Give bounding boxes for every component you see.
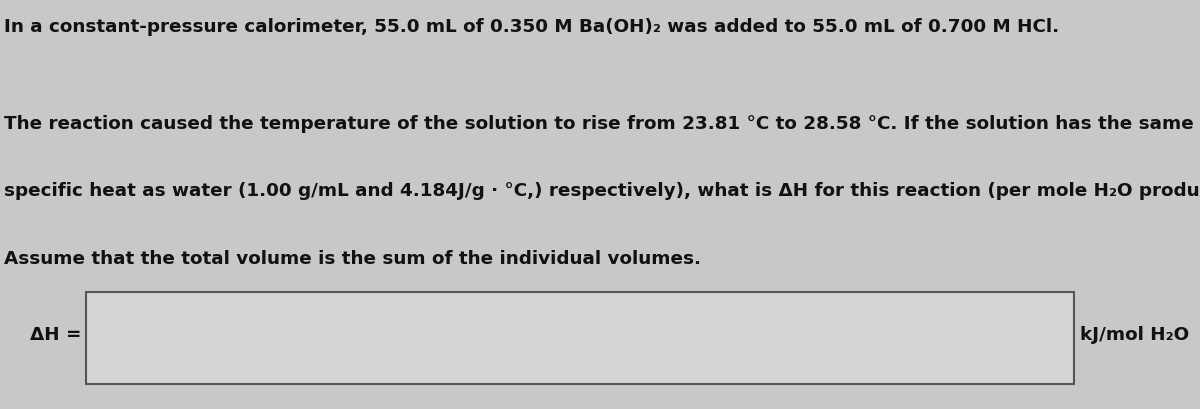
- Text: Assume that the total volume is the sum of the individual volumes.: Assume that the total volume is the sum …: [4, 249, 701, 267]
- Text: The reaction caused the temperature of the solution to rise from 23.81 °C to 28.: The reaction caused the temperature of t…: [4, 115, 1200, 133]
- Text: specific heat as water (1.00 g/mL and 4.184J/g · °C,) respectively), what is ΔH : specific heat as water (1.00 g/mL and 4.…: [4, 182, 1200, 200]
- Text: ΔH =: ΔH =: [30, 326, 82, 343]
- FancyBboxPatch shape: [86, 292, 1074, 384]
- Text: kJ/mol H₂O: kJ/mol H₂O: [1080, 326, 1189, 343]
- Text: In a constant-pressure calorimeter, 55.0 mL of 0.350 M Ba(OH)₂ was added to 55.0: In a constant-pressure calorimeter, 55.0…: [4, 18, 1058, 36]
